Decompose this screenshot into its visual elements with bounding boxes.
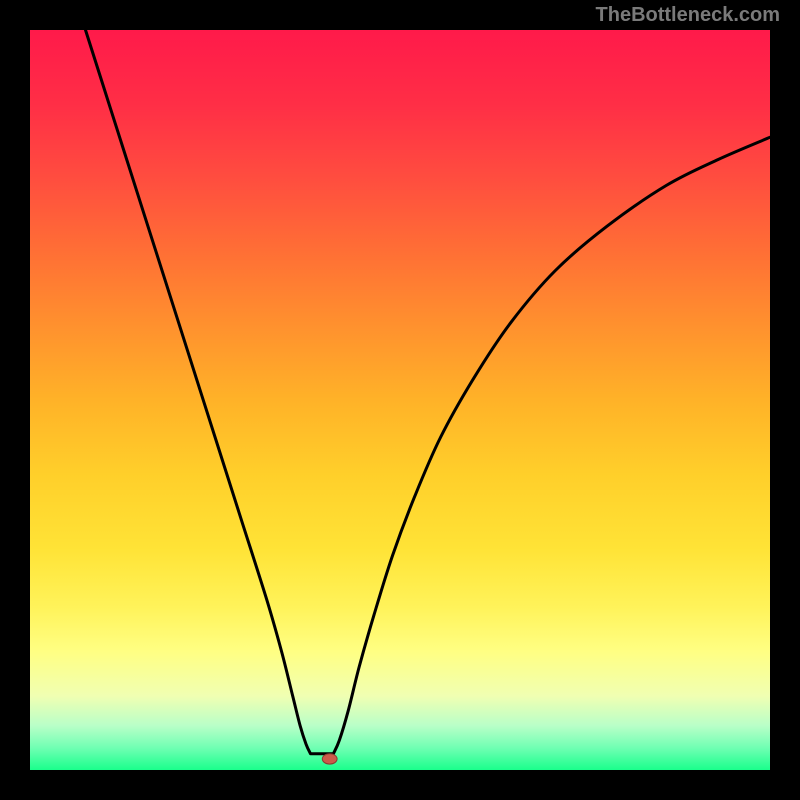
minimum-marker: [322, 754, 337, 764]
watermark-text: TheBottleneck.com: [596, 4, 780, 27]
chart-svg: [0, 0, 800, 800]
plot-background: [30, 30, 770, 770]
chart-container: TheBottleneck.com: [0, 0, 800, 800]
